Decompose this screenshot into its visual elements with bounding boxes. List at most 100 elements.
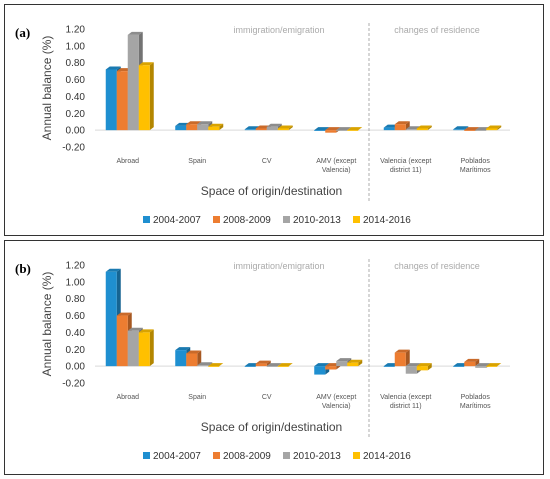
bar-front	[453, 129, 465, 131]
bar-front	[416, 366, 428, 371]
legend-item-2008-2009: 2008-2009	[213, 451, 271, 462]
y-tick-label: 1.20	[66, 261, 86, 272]
bar-top	[105, 66, 121, 70]
bar-top	[314, 363, 330, 367]
legend-item-2010-2013: 2010-2013	[283, 451, 341, 462]
bar-front	[255, 363, 267, 367]
y-tick-label: 1.20	[66, 25, 86, 36]
bar-top	[464, 358, 480, 362]
bar-side	[427, 125, 432, 131]
category-label: Abroad	[116, 394, 139, 401]
annotation-residence: changes of residence	[394, 261, 480, 271]
legend-item-2004-2007: 2004-2007	[143, 215, 201, 226]
bar-front	[105, 271, 117, 367]
bar-top	[336, 127, 352, 131]
category-label: Marítimos	[460, 403, 491, 410]
bar-top	[405, 363, 421, 367]
legend-swatch	[353, 216, 360, 223]
panel-label: (a)	[15, 25, 30, 40]
category-label: Spain	[188, 158, 206, 165]
bar-2004-2007-Poblados Marítimos	[453, 126, 469, 131]
bar-2008-2009-Spain	[186, 350, 202, 367]
legend-item-2014-2016: 2014-2016	[353, 215, 411, 226]
bar-side	[219, 123, 224, 131]
y-tick-label: 0.60	[66, 311, 86, 322]
bar-side	[358, 359, 363, 367]
category-label: Valencia)	[322, 403, 351, 410]
category-label: Valencia (except	[380, 158, 431, 165]
annotation-immigration: immigration/emigration	[233, 25, 324, 35]
bar-front	[277, 366, 289, 367]
bar-front	[186, 353, 198, 367]
bar-front	[336, 130, 348, 131]
bar-side	[497, 125, 502, 131]
bar-top	[186, 121, 202, 125]
bar-2014-2016-Valencia (except district 11)	[416, 125, 432, 131]
bar-top	[186, 350, 202, 354]
bar-front	[394, 352, 406, 367]
bar-front	[416, 128, 428, 131]
y-tick-label: 0.80	[66, 294, 86, 305]
bar-2008-2009-Valencia (except district 11)	[394, 349, 410, 367]
y-tick-label: 0.20	[66, 345, 86, 356]
bar-2014-2016-Spain	[208, 123, 224, 131]
bar-top	[277, 363, 293, 367]
bar-2014-2016-Abroad	[138, 62, 154, 131]
bar-chart-b: (b) 1.20 1.00 0.80 0.60 0.40 0.20 0.00 -0.20 immi…	[15, 259, 510, 462]
legend-item-2014-2016: 2014-2016	[353, 451, 411, 462]
annotation-immigration: immigration/emigration	[233, 261, 324, 271]
bar-front	[325, 366, 337, 370]
legend-swatch	[213, 216, 220, 223]
bar-front	[486, 366, 498, 367]
bar-top	[138, 62, 154, 66]
bar-front	[383, 366, 395, 367]
bar-front	[405, 366, 417, 374]
bar-front	[475, 366, 487, 368]
bar-front	[138, 332, 150, 367]
bar-front	[105, 69, 117, 131]
bar-top	[255, 360, 271, 364]
bar-front	[255, 128, 267, 131]
legend-item-2008-2009: 2008-2009	[213, 215, 271, 226]
bar-top	[197, 362, 213, 366]
legend-label: 2010-2013	[293, 451, 341, 462]
bar-front	[127, 330, 139, 367]
bar-front	[266, 366, 278, 367]
bar-front	[116, 315, 128, 367]
y-tick-label: 1.00	[66, 277, 86, 288]
legend-swatch	[143, 216, 150, 223]
bar-front	[244, 366, 256, 367]
bar-2014-2016-Valencia (except district 11)	[416, 363, 432, 371]
bar-side	[208, 362, 213, 367]
y-tick-label: 0.00	[66, 126, 86, 137]
bar-2010-2013-Spain	[197, 362, 213, 367]
bar-top	[475, 363, 491, 367]
bar-top	[266, 123, 282, 127]
bar-side	[197, 350, 202, 367]
category-label: Valencia)	[322, 167, 351, 174]
bar-top	[277, 125, 293, 129]
bar-top	[266, 363, 282, 367]
bar-side	[475, 358, 480, 367]
category-label: CV	[262, 394, 272, 401]
bar-top	[175, 347, 191, 351]
legend-label: 2008-2009	[223, 215, 271, 226]
y-tick-label: 0.00	[66, 362, 86, 373]
bar-front	[138, 65, 150, 131]
chart-panel-b: (b) 1.20 1.00 0.80 0.60 0.40 0.20 0.00 -0.20 immi…	[4, 240, 544, 475]
y-tick-label: -0.20	[62, 379, 85, 390]
bar-front	[347, 362, 359, 367]
legend-label: 2014-2016	[363, 215, 411, 226]
bar-front	[127, 34, 139, 131]
legend-item-2004-2007: 2004-2007	[143, 451, 201, 462]
bar-side	[288, 125, 293, 131]
y-tick-label: 0.80	[66, 58, 86, 69]
panel-label: (b)	[15, 261, 31, 276]
bar-top	[208, 363, 224, 367]
bar-front	[453, 366, 465, 367]
bar-front	[325, 130, 337, 133]
bar-front	[208, 366, 220, 367]
bar-front	[186, 124, 198, 131]
bar-2008-2009-CV	[255, 360, 271, 367]
bar-top	[325, 127, 341, 131]
